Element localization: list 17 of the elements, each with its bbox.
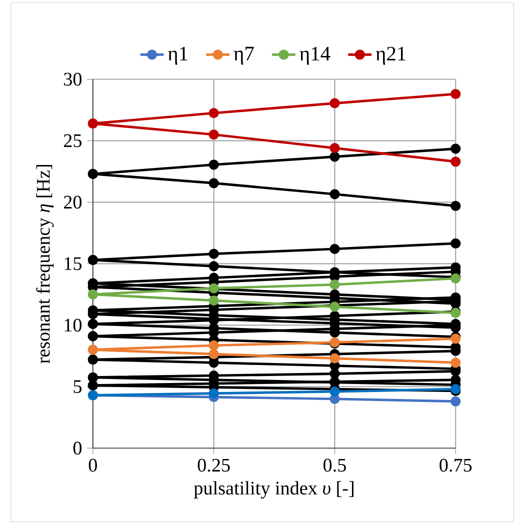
y-tick-label: 0 [73, 442, 82, 455]
x-tick-label: 0.25 [198, 458, 230, 472]
x-tick-label: 0.75 [440, 458, 472, 472]
legend-label: η7 [234, 46, 254, 65]
y-tick-label: 30 [64, 72, 82, 86]
x-tick-label: 0.5 [323, 458, 346, 472]
x-tick-label: 0 [88, 458, 97, 472]
x-axis-title: pulsatility index υ [-] [194, 481, 354, 499]
y-tick-label: 25 [64, 134, 82, 148]
y-axis-title: resonant frequency η [Hz] [36, 165, 54, 364]
y-tick-label: 15 [64, 257, 82, 270]
legend-label: η1 [168, 46, 188, 65]
y-tick-label: 10 [64, 318, 82, 332]
y-tick-label: 20 [64, 196, 82, 209]
legend-label: η21 [376, 46, 406, 65]
legend-label: η14 [300, 46, 330, 65]
y-tick-label: 5 [74, 380, 82, 393]
